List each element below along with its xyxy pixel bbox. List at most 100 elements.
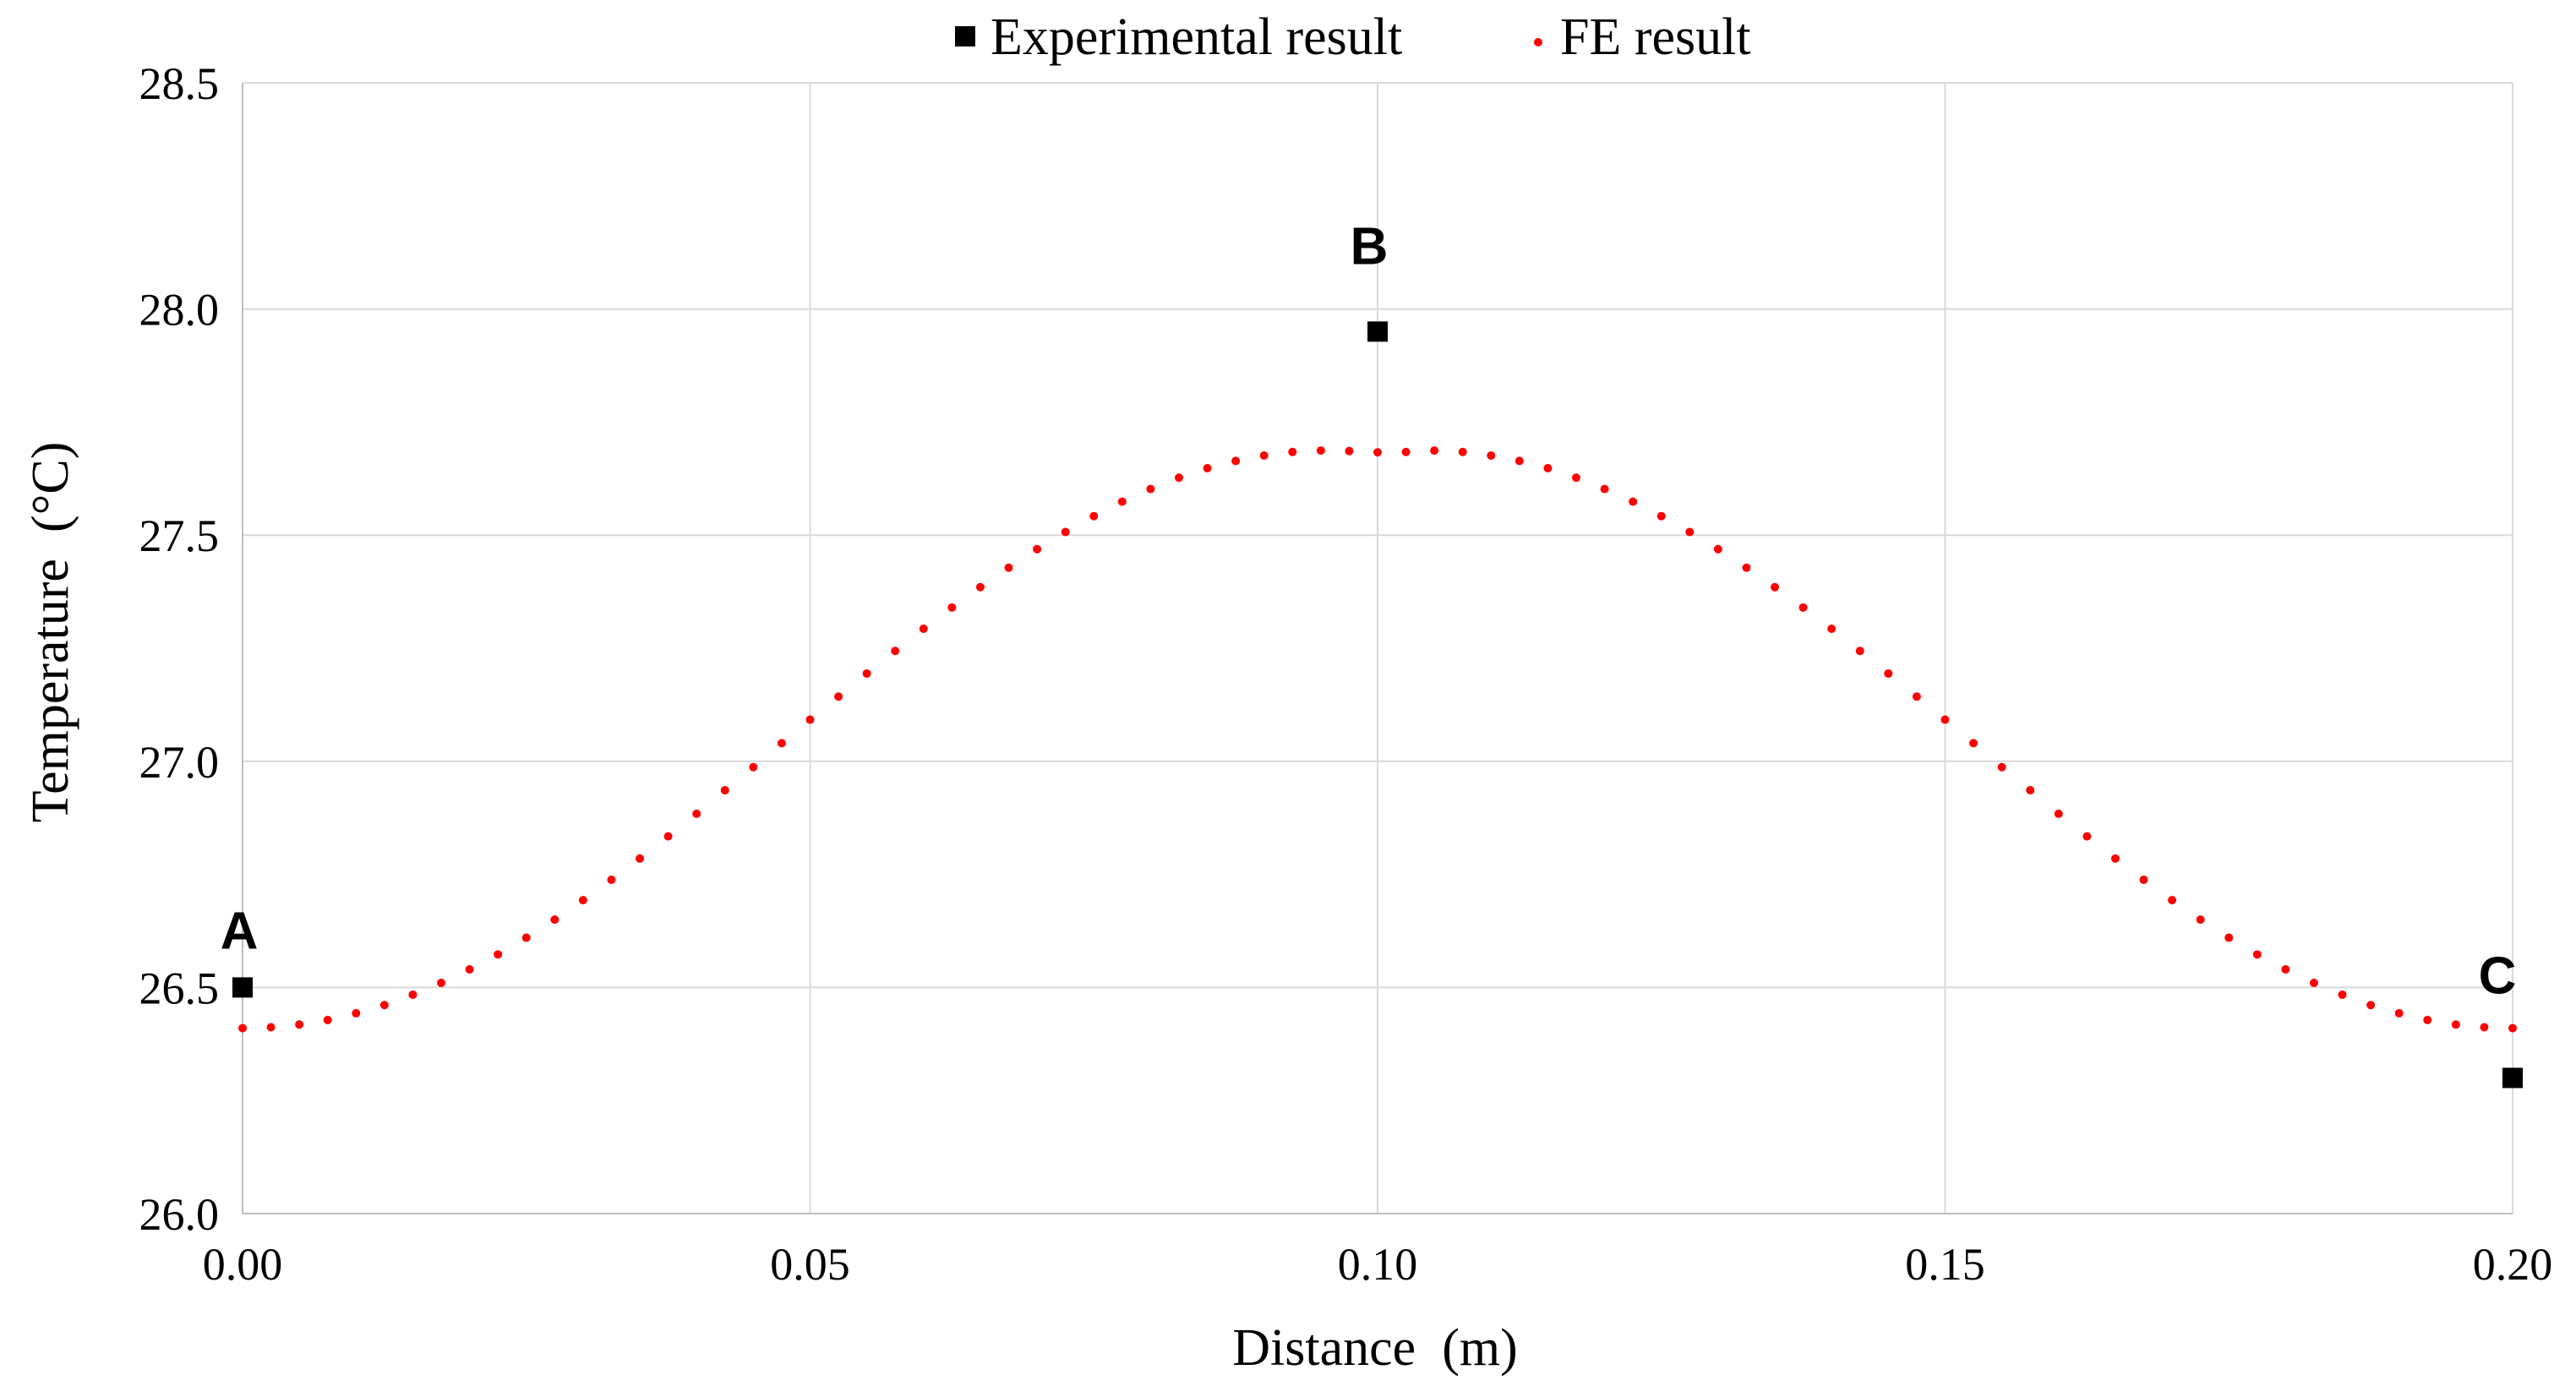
fe-result-point: [947, 603, 957, 612]
fe-result-point: [2139, 876, 2148, 885]
fe-result-point: [975, 582, 985, 592]
fe-result-point: [295, 1020, 304, 1029]
y-tick-label: 27.5: [139, 510, 220, 561]
fe-result-point: [1288, 447, 1297, 456]
fe-result-point: [1600, 484, 1609, 494]
fe-result-point: [1487, 451, 1496, 461]
fe-result-point: [1174, 473, 1183, 483]
fe-result-point: [437, 979, 446, 988]
fe-result-point: [1685, 527, 1695, 537]
fe-result-point: [2338, 990, 2347, 999]
fe-result-point: [2423, 1015, 2432, 1024]
fe-result-point: [2224, 933, 2234, 942]
fe-result-point: [1004, 563, 1013, 572]
plot-series: [232, 321, 2523, 1089]
fe-result-point: [692, 809, 701, 818]
fe-result-point: [1629, 497, 1638, 506]
legend: Experimental result FE result: [955, 8, 1751, 66]
fe-result-point: [1912, 692, 1921, 701]
fe-result-point: [2054, 809, 2063, 818]
x-tick-label: 0.00: [203, 1239, 283, 1290]
fe-result-point: [1798, 603, 1808, 612]
fe-result-point: [1656, 511, 1666, 521]
fe-result-point: [2281, 964, 2290, 974]
fe-result-point: [1061, 527, 1070, 537]
fe-result-point: [834, 692, 843, 701]
fe-result-point: [1969, 739, 1978, 748]
fe-result-point: [2508, 1023, 2517, 1033]
fe-result-point: [862, 668, 871, 678]
experimental-point: [232, 977, 253, 998]
fe-result-point: [1203, 463, 1212, 472]
axes: 26.0 26.5 27.0 27.5 28.0 28.5 0.00 0.05 0.10 0.15…: [139, 58, 2553, 1290]
fe-result-point: [1997, 762, 2006, 772]
fe-result-point: [1430, 446, 1439, 456]
fe-result-point: [749, 762, 758, 772]
fe-result-point: [1514, 456, 1524, 466]
fe-result-point: [1458, 447, 1467, 456]
fe-result-point: [1543, 463, 1553, 472]
x-tick-label: 0.15: [1905, 1239, 1985, 1290]
legend-fe-label: FE result: [1560, 8, 1751, 66]
fe-result-point: [1884, 668, 1893, 678]
fe-result-point: [2110, 854, 2120, 863]
fe-result-point: [1572, 473, 1581, 483]
fe-result-point: [805, 715, 815, 724]
legend-experimental-label: Experimental result: [991, 8, 1402, 66]
x-tick-label: 0.20: [2473, 1239, 2553, 1290]
fe-result-point: [2309, 979, 2318, 988]
fe-result-point: [1940, 715, 1950, 724]
fe-result-point: [2168, 896, 2177, 905]
fe-result-point: [636, 854, 645, 863]
fe-result-point: [777, 739, 786, 748]
fe-result-point: [2480, 1023, 2489, 1032]
fe-result-point: [323, 1015, 332, 1024]
point-label-B: B: [1351, 217, 1389, 276]
fe-result-point: [494, 950, 503, 959]
fe-result-point: [1713, 544, 1722, 554]
fe-result-point: [1742, 563, 1751, 572]
fe-result-point: [1827, 624, 1836, 633]
fe-result-point: [1855, 647, 1864, 656]
experimental-point: [2502, 1067, 2523, 1089]
x-axis-title: Distance (m): [1232, 1319, 1517, 1377]
y-tick-label: 28.5: [139, 58, 220, 109]
fe-result-point: [1373, 448, 1382, 457]
x-tick-label: 0.10: [1338, 1239, 1418, 1290]
fe-result-point: [663, 832, 673, 841]
fe-result-point: [1401, 447, 1411, 456]
fe-result-point: [408, 990, 418, 999]
fe-result-point: [1316, 446, 1325, 456]
point-label-C: C: [2479, 947, 2517, 1005]
fe-result-point: [1771, 582, 1780, 592]
fe-result-point: [1259, 451, 1269, 461]
fe-result-point: [1033, 544, 1042, 554]
y-tick-label: 28.0: [139, 285, 220, 336]
fe-result-point: [2394, 1008, 2404, 1018]
fe-result-point: [578, 896, 587, 905]
fe-result-point: [607, 876, 616, 885]
fe-result-point: [1345, 446, 1354, 456]
fe-result-point: [465, 964, 474, 974]
x-tick-label: 0.05: [770, 1239, 850, 1290]
fe-result-point: [238, 1023, 247, 1033]
fe-result-point: [521, 933, 531, 942]
legend-fe-marker: [1534, 38, 1542, 46]
fe-result-point: [2451, 1020, 2460, 1029]
legend-experimental-marker: [955, 26, 975, 46]
point-labels: A B C: [221, 217, 2517, 1005]
y-axis-title: Temperature (°C): [22, 442, 79, 823]
fe-result-point: [550, 915, 559, 925]
grid: [243, 82, 2513, 1214]
fe-result-point: [2026, 786, 2035, 795]
fe-result-point: [1089, 511, 1099, 521]
fe-result-point: [919, 624, 928, 633]
fe-result-point: [2082, 832, 2092, 841]
fe-result-point: [720, 786, 729, 795]
y-tick-label: 26.0: [139, 1189, 220, 1240]
y-tick-label: 27.0: [139, 737, 220, 788]
experimental-point: [1367, 321, 1388, 342]
point-label-A: A: [221, 902, 259, 960]
